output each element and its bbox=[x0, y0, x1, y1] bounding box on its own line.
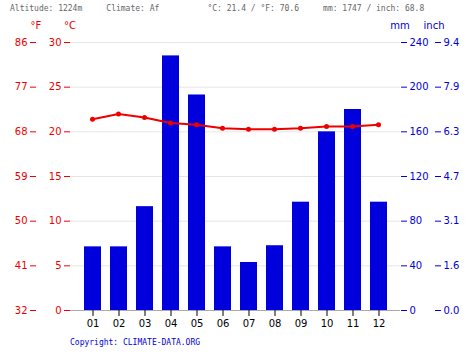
svg-text:07: 07 bbox=[243, 318, 256, 329]
svg-text:41: 41 bbox=[15, 260, 28, 271]
svg-text:12: 12 bbox=[373, 318, 386, 329]
svg-text:120: 120 bbox=[410, 171, 429, 182]
svg-text:15: 15 bbox=[49, 171, 62, 182]
svg-text:03: 03 bbox=[139, 318, 152, 329]
svg-text:04: 04 bbox=[165, 318, 178, 329]
svg-text:77: 77 bbox=[15, 81, 28, 92]
html-text:Copyright: CLIMATE-DATA.ORG: Copyright: CLIMATE-DATA.ORG bbox=[70, 338, 200, 347]
svg-text:1.6: 1.6 bbox=[444, 260, 460, 271]
svg-text:3.1: 3.1 bbox=[444, 215, 460, 226]
svg-text:80: 80 bbox=[410, 215, 423, 226]
html-text:Altitude: 1224m Climate: Af °C: Altitude: 1224m Climate: Af °C: 21.4 / °… bbox=[10, 4, 425, 13]
svg-text:10: 10 bbox=[49, 215, 62, 226]
svg-text:0: 0 bbox=[410, 305, 416, 316]
svg-text:11: 11 bbox=[347, 318, 360, 329]
svg-text:0.0: 0.0 bbox=[444, 305, 460, 316]
svg-text:10: 10 bbox=[321, 318, 334, 329]
svg-text:01: 01 bbox=[87, 318, 100, 329]
svg-text:0: 0 bbox=[55, 305, 61, 316]
html-text:mm: mm bbox=[390, 20, 410, 31]
svg-text:240: 240 bbox=[410, 37, 429, 48]
svg-text:25: 25 bbox=[49, 81, 62, 92]
html-text:inch: inch bbox=[423, 20, 445, 31]
html-text:°F: °F bbox=[30, 20, 42, 31]
svg-text:6.3: 6.3 bbox=[444, 126, 460, 137]
svg-text:08: 08 bbox=[269, 318, 282, 329]
svg-text:06: 06 bbox=[217, 318, 230, 329]
svg-text:02: 02 bbox=[113, 318, 126, 329]
svg-text:68: 68 bbox=[15, 126, 28, 137]
svg-text:7.9: 7.9 bbox=[444, 81, 460, 92]
html-text:°C: °C bbox=[64, 20, 76, 31]
svg-text:160: 160 bbox=[410, 126, 429, 137]
svg-text:20: 20 bbox=[49, 126, 62, 137]
svg-text:50: 50 bbox=[15, 215, 28, 226]
svg-text:4.7: 4.7 bbox=[444, 171, 460, 182]
svg-text:32: 32 bbox=[15, 305, 28, 316]
svg-text:9.4: 9.4 bbox=[444, 37, 460, 48]
svg-text:5: 5 bbox=[55, 260, 61, 271]
svg-text:30: 30 bbox=[49, 37, 62, 48]
svg-text:05: 05 bbox=[191, 318, 204, 329]
svg-text:09: 09 bbox=[295, 318, 308, 329]
svg-text:40: 40 bbox=[410, 260, 423, 271]
svg-text:59: 59 bbox=[15, 171, 28, 182]
svg-text:200: 200 bbox=[410, 81, 429, 92]
svg-text:86: 86 bbox=[15, 37, 28, 48]
